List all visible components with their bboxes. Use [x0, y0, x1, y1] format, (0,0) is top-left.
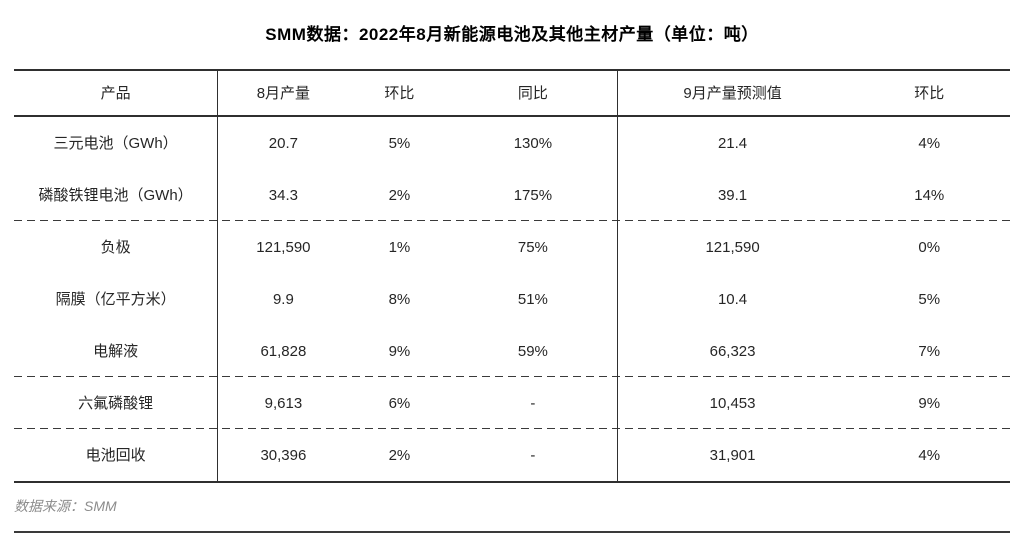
value-cell: 9.9 [272, 290, 294, 308]
product-cell: 磷酸铁锂电池（GWh） [38, 186, 193, 204]
product-cell: 电池回收 [85, 446, 146, 464]
value-cell: 1% [388, 238, 411, 256]
table-row: 三元电池（GWh） 20.7 5% 130% 21.4 4% [14, 117, 1010, 169]
product-cell: 三元电池（GWh） [53, 134, 178, 152]
value-cell: - [530, 446, 536, 464]
value-cell: 121,590 [256, 238, 311, 256]
data-table: 产品 8月产量 环比 同比 9月产量预测值 环比 三元电池（GWh） 20.7 … [14, 69, 1010, 483]
value-cell: 6% [388, 394, 411, 412]
value-cell: 9% [388, 342, 411, 360]
data-source-note: 数据来源：SMM [14, 498, 117, 514]
table-row: 隔膜（亿平方米） 9.9 8% 51% 10.4 5% [14, 273, 1010, 325]
value-cell: 2% [388, 446, 411, 464]
product-cell: 隔膜（亿平方米） [55, 290, 176, 308]
value-cell: 31,901 [709, 446, 756, 464]
value-cell: 9,613 [264, 394, 303, 412]
value-cell: 14% [914, 186, 945, 204]
value-cell: 34.3 [268, 186, 298, 204]
value-cell: 39.1 [717, 186, 748, 204]
column-divider [217, 71, 219, 481]
value-cell: 8% [388, 290, 411, 308]
value-cell: 5% [388, 134, 411, 152]
product-cell: 六氟磷酸锂 [78, 394, 154, 412]
table-row: 电池回收 30,396 2% - 31,901 4% [14, 429, 1010, 481]
value-cell: 175% [513, 186, 553, 204]
value-cell: 30,396 [260, 446, 307, 464]
value-cell: 5% [918, 290, 941, 308]
value-cell: 21.4 [717, 134, 748, 152]
table-header-row: 产品 8月产量 环比 同比 9月产量预测值 环比 [14, 71, 1010, 117]
value-cell: 4% [918, 446, 941, 464]
value-cell: 7% [918, 342, 941, 360]
value-cell: 9% [918, 394, 941, 412]
table-row: 磷酸铁锂电池（GWh） 34.3 2% 175% 39.1 14% [14, 169, 1010, 221]
value-cell: 10,453 [709, 394, 756, 412]
header-sep-forecast: 9月产量预测值 [683, 84, 782, 102]
header-sep-mom: 环比 [914, 84, 945, 102]
value-cell: 75% [517, 238, 548, 256]
value-cell: 51% [517, 290, 548, 308]
value-cell: 2% [388, 186, 411, 204]
value-cell: 130% [513, 134, 553, 152]
value-cell: 121,590 [705, 238, 760, 256]
page-title: SMM数据：2022年8月新能源电池及其他主材产量（单位：吨） [265, 25, 759, 44]
value-cell: 20.7 [268, 134, 298, 152]
header-aug-output: 8月产量 [256, 84, 311, 102]
table-row: 电解液 61,828 9% 59% 66,323 7% [14, 325, 1010, 377]
value-cell: 61,828 [260, 342, 307, 360]
value-cell: 59% [517, 342, 548, 360]
header-product: 产品 [100, 84, 131, 102]
header-aug-mom: 环比 [384, 84, 415, 102]
table-row: 负极 121,590 1% 75% 121,590 0% [14, 221, 1010, 273]
bottom-divider [14, 531, 1010, 533]
value-cell: 0% [918, 238, 941, 256]
product-cell: 负极 [100, 238, 131, 256]
table-row: 六氟磷酸锂 9,613 6% - 10,453 9% [14, 377, 1010, 429]
value-cell: 66,323 [709, 342, 756, 360]
value-cell: 4% [918, 134, 941, 152]
column-divider [616, 71, 618, 481]
value-cell: - [530, 394, 536, 412]
value-cell: 10.4 [717, 290, 748, 308]
product-cell: 电解液 [93, 342, 139, 360]
header-aug-yoy: 同比 [517, 84, 548, 102]
